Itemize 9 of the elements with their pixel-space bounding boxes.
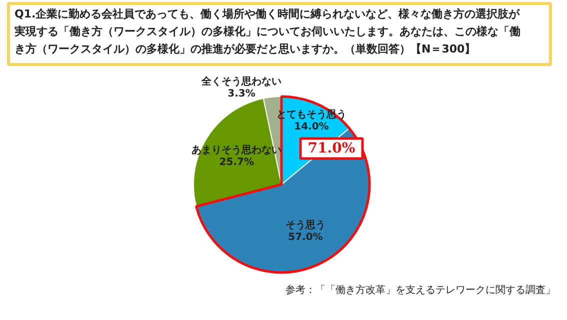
- data-label: 14.0%: [294, 121, 329, 132]
- slice-label: そう思う: [285, 219, 326, 232]
- data-label: 3.3%: [228, 88, 256, 100]
- text: 71.0%: [308, 140, 356, 156]
- data-label: 57.0%: [288, 232, 323, 244]
- data-label: 25.7%: [219, 157, 254, 168]
- chart-title: Q1.企業に勤める会社員であっても、働く場所や働く時間に縛られないなど、様々な働き方の選択肢が実現する「働き方（ワークスタイル）の多様化」についてお伺いいたします。あなたは、この様な「働き方（ワークスタイル）の多様化」の推進が必要だと思いますか。（単数回答）【N＝300】: [14, 8, 521, 56]
- text: 参考：「「働き方改革」を支えるテレワークに関する調査」: [286, 284, 556, 296]
- slice-label: 全くそう思わない: [200, 76, 282, 88]
